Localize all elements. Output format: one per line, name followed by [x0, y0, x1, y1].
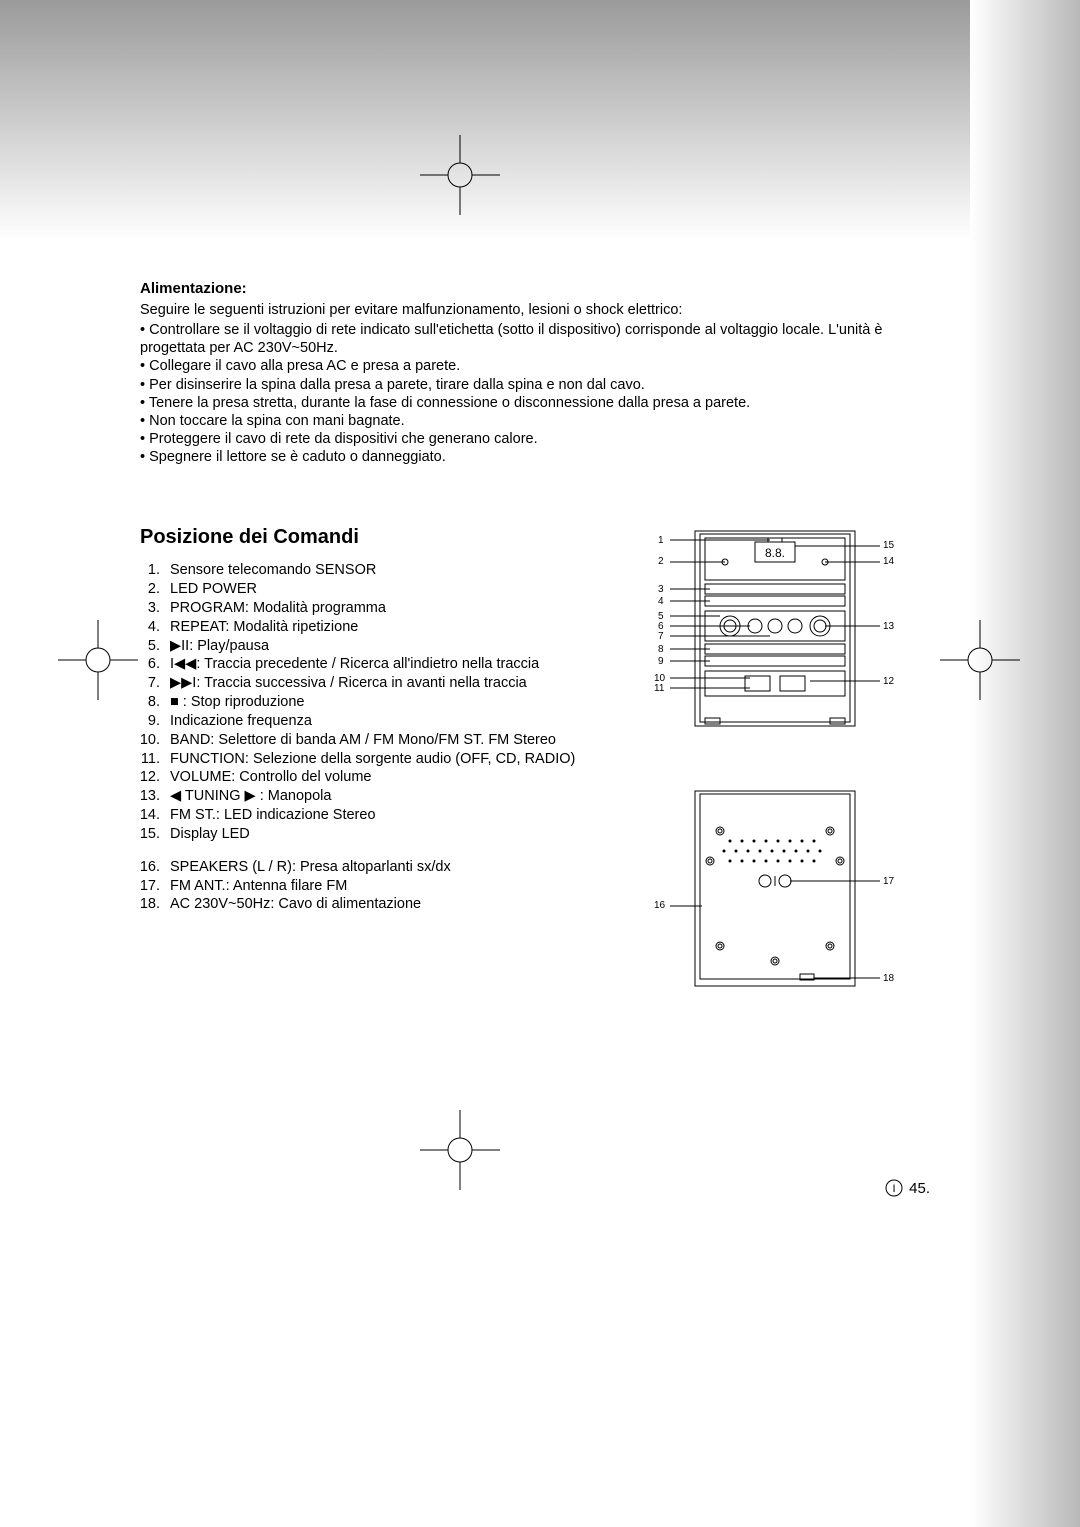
control-item: ▶▶I: Traccia successiva / Ricerca in ava… — [164, 674, 630, 693]
control-item: FM ANT.: Antenna filare FM — [164, 877, 630, 896]
callout-num: 3 — [658, 584, 664, 595]
page-number-text: 45. — [909, 1180, 930, 1197]
callout-num: 11 — [654, 683, 664, 694]
callout-num: 15 — [883, 540, 894, 551]
callout-num: 18 — [883, 973, 894, 984]
control-item: LED POWER — [164, 580, 630, 599]
control-item: Sensore telecomando SENSOR — [164, 561, 630, 580]
back-diagram-svg — [650, 786, 900, 996]
diagram-column: 8.8. — [650, 526, 930, 996]
control-item: Display LED — [164, 825, 630, 844]
control-item: ■ : Stop riproduzione — [164, 693, 630, 712]
crop-mark-left — [58, 620, 138, 700]
control-item: FM ST.: LED indicazione Stereo — [164, 806, 630, 825]
bullet-item: Proteggere il cavo di rete da dispositiv… — [140, 430, 930, 448]
control-item: FUNCTION: Selezione della sorgente audio… — [164, 750, 630, 769]
controls-list-b: SPEAKERS (L / R): Presa altoparlanti sx/… — [140, 858, 630, 915]
page-content: Alimentazione: Seguire le seguenti istru… — [140, 280, 930, 996]
heading-posizione: Posizione dei Comandi — [140, 526, 630, 549]
control-item: ◀ TUNING ▶ : Manopola — [164, 787, 630, 806]
bullet-item: Controllare se il voltaggio di rete indi… — [140, 321, 930, 357]
crop-mark-top — [420, 135, 500, 215]
bullet-item: Tenere la presa stretta, durante la fase… — [140, 394, 930, 412]
control-item: VOLUME: Controllo del volume — [164, 768, 630, 787]
callout-num: 17 — [883, 876, 894, 887]
bullet-list: Controllare se il voltaggio di rete indi… — [140, 321, 930, 466]
bullet-item: Collegare il cavo alla presa AC e presa … — [140, 357, 930, 375]
callout-num: 12 — [883, 676, 894, 687]
callout-num: 2 — [658, 556, 664, 567]
control-item: PROGRAM: Modalità programma — [164, 599, 630, 618]
control-item: ▶II: Play/pausa — [164, 637, 630, 656]
control-item: BAND: Selettore di banda AM / FM Mono/FM… — [164, 731, 630, 750]
page-icon: I — [885, 1179, 903, 1197]
callout-num: 4 — [658, 596, 664, 607]
control-item: AC 230V~50Hz: Cavo di alimentazione — [164, 895, 630, 914]
svg-text:I: I — [893, 1183, 896, 1195]
heading-alimentazione: Alimentazione: — [140, 280, 930, 297]
control-item: I◀◀: Traccia precedente / Ricerca all'in… — [164, 655, 630, 674]
crop-mark-right — [940, 620, 1020, 700]
callout-num: 13 — [883, 621, 894, 632]
bullet-item: Per disinserire la spina dalla presa a p… — [140, 376, 930, 394]
control-item: SPEAKERS (L / R): Presa altoparlanti sx/… — [164, 858, 630, 877]
controls-list-column: Posizione dei Comandi Sensore telecomand… — [140, 526, 630, 996]
back-diagram: 16 17 18 — [650, 786, 930, 996]
callout-num: 9 — [658, 656, 664, 667]
callout-num: 16 — [654, 900, 665, 911]
top-gradient — [0, 0, 1080, 240]
crop-mark-bottom — [420, 1110, 500, 1190]
intro-text: Seguire le seguenti istruzioni per evita… — [140, 301, 930, 319]
bullet-item: Spegnere il lettore se è caduto o danneg… — [140, 448, 930, 466]
control-item: REPEAT: Modalità ripetizione — [164, 618, 630, 637]
callout-num: 14 — [883, 556, 894, 567]
front-diagram: 8.8. — [650, 526, 930, 736]
control-item: Indicazione frequenza — [164, 712, 630, 731]
callout-num: 7 — [658, 631, 664, 642]
callout-num: 1 — [658, 535, 664, 546]
callout-num: 8 — [658, 644, 664, 655]
front-diagram-svg: 8.8. — [650, 526, 900, 736]
side-gradient — [970, 0, 1080, 1527]
page-number: I 45. — [885, 1179, 930, 1197]
controls-list-a: Sensore telecomando SENSOR LED POWER PRO… — [140, 561, 630, 844]
svg-text:8.8.: 8.8. — [765, 546, 785, 560]
bullet-item: Non toccare la spina con mani bagnate. — [140, 412, 930, 430]
